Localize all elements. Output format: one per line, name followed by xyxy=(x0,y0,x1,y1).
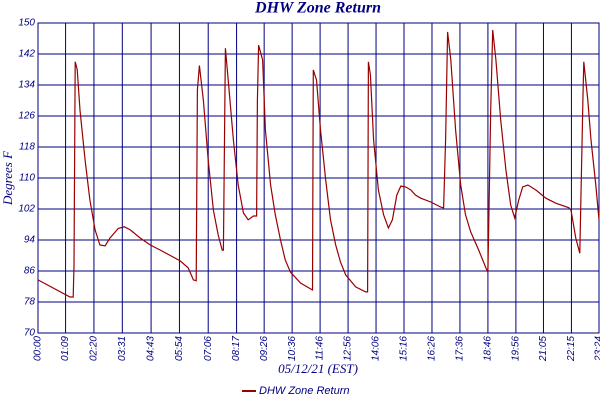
y-tick-label: 102 xyxy=(18,204,35,215)
y-tick-label: 94 xyxy=(24,235,36,246)
x-tick-label: 21:05 xyxy=(538,336,549,362)
x-tick-label: 04:43 xyxy=(146,336,157,361)
legend-label: DHW Zone Return xyxy=(259,385,349,397)
x-axis-label: 05/12/21 (EST) xyxy=(278,361,358,376)
x-tick-label: 09:26 xyxy=(259,336,270,361)
data-line xyxy=(37,29,600,298)
y-tick-label: 86 xyxy=(24,266,36,277)
x-tick-label: 07:06 xyxy=(203,336,214,361)
y-tick-label: 126 xyxy=(18,111,35,122)
y-tick-label: 118 xyxy=(19,142,35,153)
plot-border xyxy=(37,22,600,334)
x-tick-label: 12:56 xyxy=(343,336,354,361)
x-tick-label: 23:24 xyxy=(594,336,600,362)
x-tick-label: 05:54 xyxy=(174,336,185,361)
x-tick-label: 19:56 xyxy=(511,336,522,361)
y-tick-label: 134 xyxy=(18,80,35,91)
y-axis-label: Degrees F xyxy=(0,150,15,206)
y-tick-label: 110 xyxy=(19,173,35,184)
x-tick-label: 18:46 xyxy=(483,336,494,361)
y-tick-label: 78 xyxy=(24,297,36,308)
x-tick-label: 11:46 xyxy=(315,336,326,361)
y-tick-label: 70 xyxy=(24,328,36,339)
x-tick-label: 01:09 xyxy=(60,336,71,361)
x-tick-label: 16:26 xyxy=(427,336,438,361)
x-tick-label: 02:20 xyxy=(89,336,100,361)
x-tick-label: 14:06 xyxy=(371,336,382,361)
x-tick-label: 08:17 xyxy=(231,336,242,361)
y-tick-label: 150 xyxy=(18,18,35,29)
x-tick-label: 03:31 xyxy=(117,336,128,361)
x-tick-label: 10:36 xyxy=(287,336,298,361)
x-tick-label: 00:00 xyxy=(33,336,44,361)
x-tick-label: 22:15 xyxy=(566,336,577,362)
y-tick-label: 142 xyxy=(18,49,35,60)
x-tick-label: 17:36 xyxy=(455,336,466,361)
x-tick-label: 15:16 xyxy=(399,336,410,361)
chart-title: DHW Zone Return xyxy=(254,0,381,17)
